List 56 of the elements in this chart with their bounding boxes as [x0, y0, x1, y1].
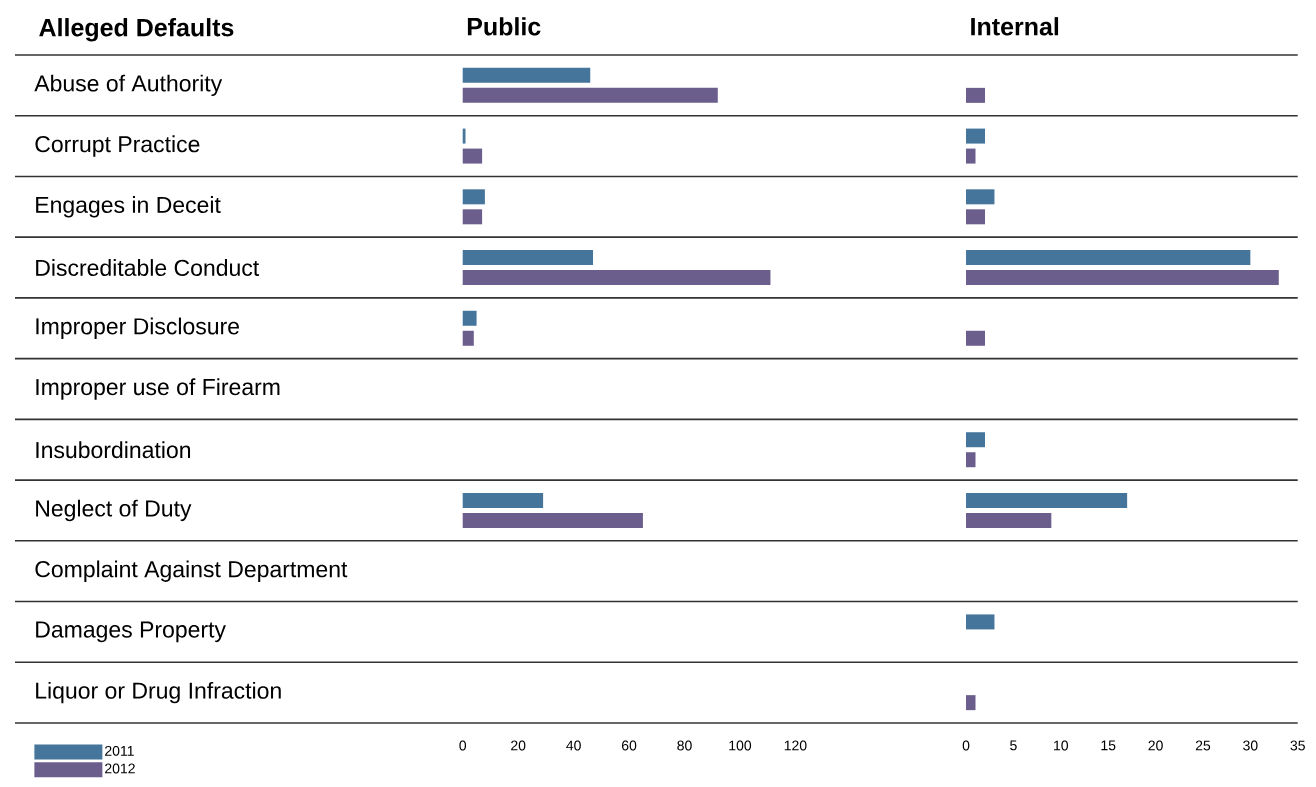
chart-title: Public [467, 17, 541, 36]
bar [966, 695, 976, 711]
legend-label: 2012 [105, 763, 135, 774]
y-tick-label: Discreditable Conduct [36, 259, 260, 276]
bar [462, 310, 477, 326]
bar [966, 432, 985, 448]
bar [966, 148, 976, 164]
bar [462, 209, 483, 225]
bar [462, 87, 718, 103]
y-tick-label: Complaint Against Department [35, 560, 348, 582]
bar [966, 492, 1128, 508]
y-tick-label: Abuse of Authority [34, 74, 223, 97]
x-tick-label: 30 [1243, 740, 1258, 751]
legend-label: 2011 [105, 745, 134, 756]
x-tick-label: 10 [1054, 740, 1069, 751]
x-tick-label: 60 [621, 740, 637, 751]
y-tick-label: Engages in Deceit [36, 196, 221, 218]
bar [966, 452, 976, 468]
bar [966, 330, 985, 346]
bar [462, 512, 643, 528]
x-tick-label: 0 [962, 740, 970, 751]
x-tick-label: 20 [1148, 740, 1163, 751]
bar [462, 250, 594, 266]
x-tick-label: 80 [677, 740, 692, 751]
y-tick-label: Damages Property [36, 621, 226, 643]
y-tick-label: Corrupt Practice [35, 135, 200, 157]
x-tick-label: 0 [459, 740, 467, 751]
bar [966, 270, 1279, 286]
bar [966, 250, 1251, 266]
bar [462, 148, 483, 164]
y-tick-label: Insubordination [36, 441, 191, 459]
x-tick-label: 25 [1195, 740, 1211, 751]
x-tick-label: 120 [784, 740, 807, 751]
bar [966, 128, 985, 144]
bar [966, 209, 985, 225]
x-tick-label: 35 [1290, 740, 1305, 751]
x-tick-label: 40 [566, 740, 581, 751]
bar [966, 512, 1052, 528]
bar [462, 492, 544, 508]
bar [966, 87, 985, 103]
bar [462, 330, 474, 346]
y-tick-label: Neglect of Duty [36, 499, 192, 522]
y-axis-title: Alleged Defaults [39, 18, 234, 42]
chart-title: Internal [971, 17, 1059, 36]
y-tick-label: Improper use of Firearm [36, 378, 280, 400]
bar [462, 270, 771, 286]
x-tick-label: 5 [1010, 740, 1017, 751]
y-tick-label: Improper Disclosure [36, 317, 239, 339]
x-tick-label: 20 [511, 740, 526, 751]
bar [966, 189, 995, 205]
bar [966, 614, 995, 630]
bar [462, 189, 485, 205]
x-tick-label: 15 [1101, 740, 1116, 751]
x-tick-label: 100 [729, 740, 752, 751]
y-tick-label: Liquor or Drug Infraction [36, 681, 281, 704]
bar [462, 67, 591, 83]
